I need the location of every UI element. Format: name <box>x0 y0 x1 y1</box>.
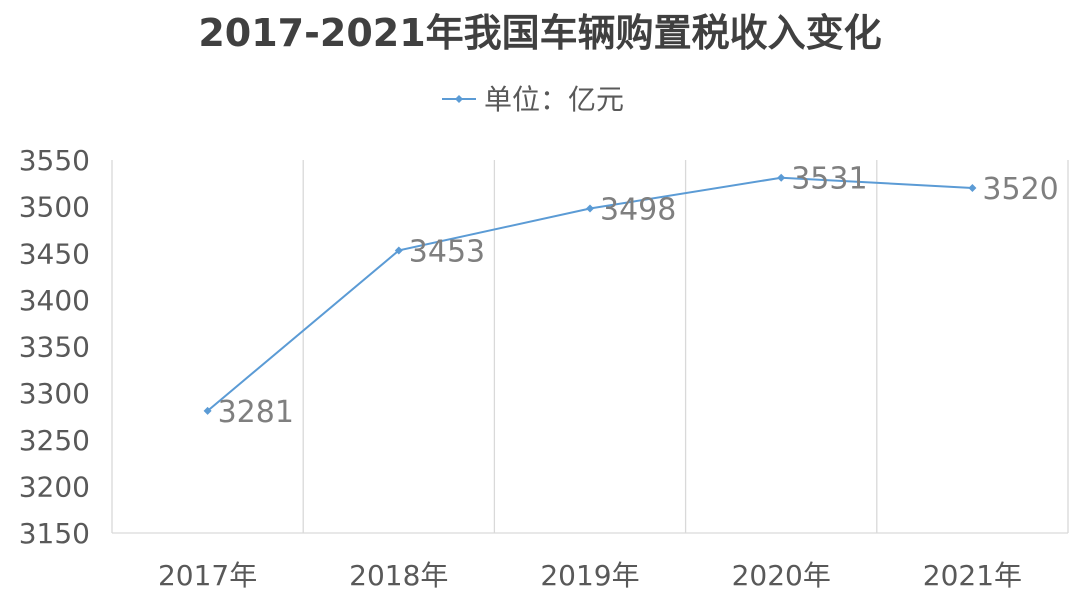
series-layer <box>203 173 977 415</box>
y-tick-label: 3350 <box>19 331 90 364</box>
y-tick-label: 3450 <box>19 237 90 270</box>
y-axis: 3150 3200 3250 3300 3350 3400 3450 3500 3550 <box>19 144 90 550</box>
data-point <box>203 406 212 415</box>
y-tick-label: 3400 <box>19 284 90 317</box>
data-point <box>968 183 977 192</box>
chart-title: 2017-2021年我国车辆购置税收入变化 <box>198 11 881 55</box>
data-point <box>586 204 594 213</box>
y-tick-label: 3550 <box>19 144 90 177</box>
legend-point-marker <box>455 95 463 103</box>
data-point <box>394 246 403 255</box>
series-line <box>206 176 973 412</box>
y-tick-label: 3250 <box>19 424 90 457</box>
x-tick-label: 2019年 <box>540 559 639 592</box>
legend-label: 单位：亿元 <box>484 83 624 116</box>
data-label: 3531 <box>791 162 867 197</box>
grid <box>111 160 1069 534</box>
x-tick-label: 2017年 <box>158 559 257 592</box>
x-axis: 2017年 2018年 2019年 2020年 2021年 <box>158 559 1022 592</box>
data-point <box>777 173 786 182</box>
data-labels: 3281 3453 3498 3531 3520 <box>218 162 1059 430</box>
data-label: 3453 <box>409 234 485 269</box>
y-tick-label: 3200 <box>19 470 90 503</box>
x-tick-label: 2021年 <box>923 559 1022 592</box>
x-tick-label: 2020年 <box>732 559 831 592</box>
x-tick-label: 2018年 <box>349 559 448 592</box>
y-tick-label: 3150 <box>19 517 90 550</box>
data-label: 3281 <box>218 395 294 430</box>
y-tick-label: 3300 <box>19 377 90 410</box>
data-label: 3520 <box>982 172 1058 207</box>
legend: 单位：亿元 <box>442 83 624 116</box>
data-label: 3498 <box>600 192 676 227</box>
y-tick-label: 3500 <box>19 191 90 224</box>
